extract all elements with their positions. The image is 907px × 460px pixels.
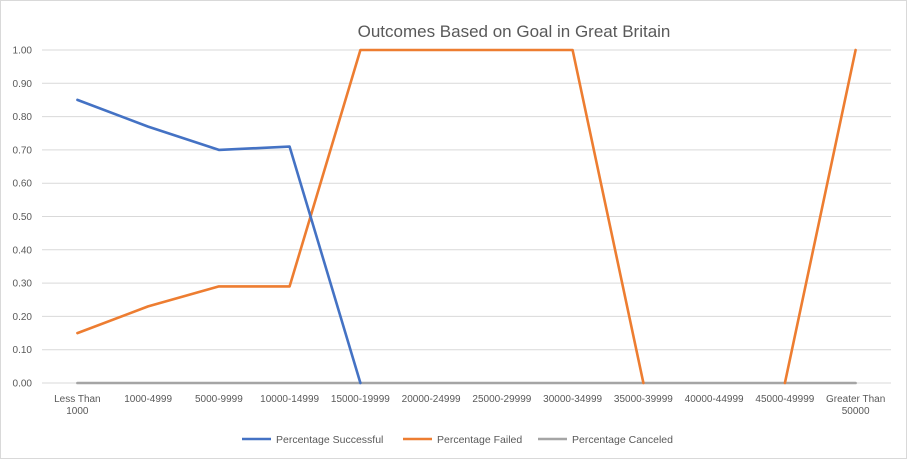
- y-tick-label: 0.50: [13, 212, 33, 223]
- x-tick-label: 10000-14999: [260, 394, 319, 405]
- legend-label: Percentage Successful: [276, 434, 383, 446]
- y-tick-label: 0.30: [13, 279, 33, 290]
- y-tick-label: 1.00: [13, 46, 33, 57]
- chart-title: Outcomes Based on Goal in Great Britain: [358, 22, 671, 41]
- legend-label: Percentage Canceled: [572, 434, 673, 446]
- x-tick-label: 20000-24999: [402, 394, 461, 405]
- series-line-segment: [783, 48, 857, 385]
- x-tick-label: 40000-44999: [685, 394, 744, 405]
- x-tick-label: 35000-39999: [614, 394, 673, 405]
- x-tick-label: Greater Than 50000: [826, 394, 885, 417]
- series-lines: [76, 48, 857, 385]
- y-tick-label: 0.10: [13, 345, 33, 356]
- y-tick-label: 0.40: [13, 245, 33, 256]
- series-line-segment: [76, 98, 362, 385]
- x-tick-label: 30000-34999: [543, 394, 602, 405]
- series-line-segment: [76, 48, 645, 385]
- x-tick-label: 15000-19999: [331, 394, 390, 405]
- gridlines: [42, 49, 891, 384]
- y-tick-label: 0.20: [13, 312, 33, 323]
- x-axis-tick-labels: Less Than 1000 1000-4999 5000-9999 10000-149…: [54, 394, 885, 417]
- y-tick-label: 0.60: [13, 179, 33, 190]
- y-tick-label: 0.70: [13, 145, 33, 156]
- y-tick-label: 0.00: [13, 379, 33, 390]
- legend-label: Percentage Failed: [437, 434, 522, 446]
- y-axis-tick-labels: 0.00 0.10 0.20 0.30 0.40 0.50 0.60 0.70 0.80 0.90…: [13, 46, 33, 390]
- legend: Percentage Successful Percentage Failed Pe…: [242, 434, 673, 446]
- y-tick-label: 0.80: [13, 112, 33, 123]
- y-tick-label: 0.90: [13, 79, 33, 90]
- x-tick-label: 25000-29999: [472, 394, 531, 405]
- x-tick-label: 45000-49999: [755, 394, 814, 405]
- series-percentage-successful: [76, 98, 362, 385]
- series-percentage-failed: [76, 48, 857, 385]
- x-tick-label: Less Than 1000: [54, 394, 101, 417]
- x-tick-label: 5000-9999: [195, 394, 243, 405]
- x-tick-label: 1000-4999: [124, 394, 172, 405]
- series-percentage-canceled: [76, 381, 857, 385]
